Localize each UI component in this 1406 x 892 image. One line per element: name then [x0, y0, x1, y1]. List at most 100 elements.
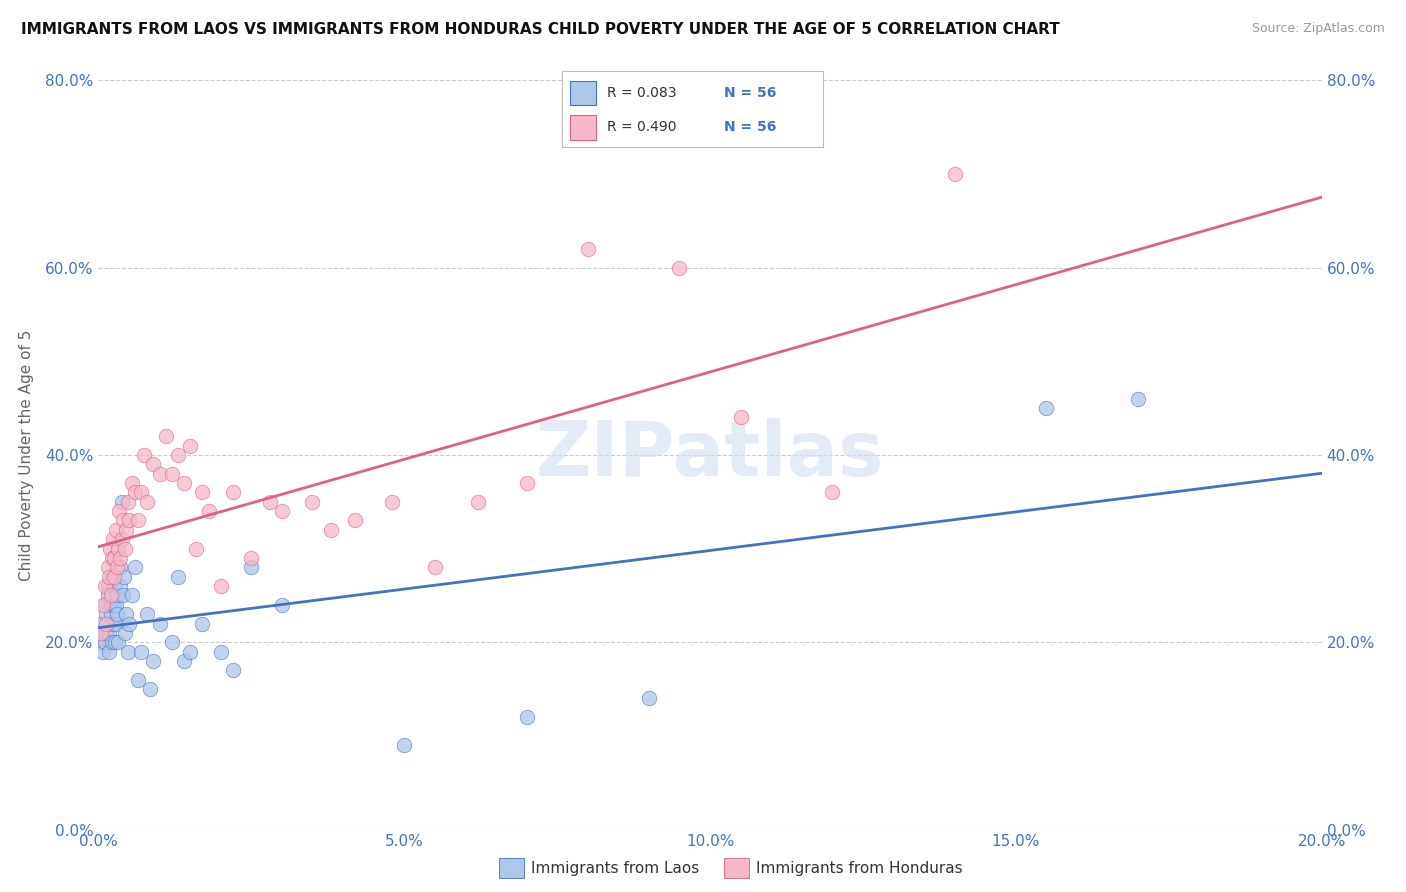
Point [104, 523, 127, 537]
Point [108, 504, 131, 518]
Point [107, 541, 129, 556]
Text: Immigrants from Laos: Immigrants from Laos [531, 862, 700, 876]
Point [668, 260, 690, 275]
Point [97, 579, 120, 593]
Text: N = 56: N = 56 [724, 87, 776, 100]
Point [91, 644, 114, 658]
Point [167, 448, 190, 462]
Point [423, 560, 446, 574]
Point [129, 644, 152, 658]
Point [100, 589, 122, 603]
Text: R = 0.490: R = 0.490 [606, 120, 676, 135]
Point [103, 551, 125, 566]
FancyBboxPatch shape [571, 115, 596, 140]
Point [381, 494, 404, 508]
Point [160, 467, 183, 481]
Point [100, 607, 122, 621]
Point [104, 635, 127, 649]
Point [139, 682, 162, 697]
Point [142, 654, 165, 668]
Point [392, 739, 416, 753]
Point [160, 635, 183, 649]
Point [191, 485, 214, 500]
Point [127, 673, 149, 687]
Point [179, 644, 201, 658]
Point [121, 589, 143, 603]
Point [222, 664, 245, 678]
Text: Immigrants from Honduras: Immigrants from Honduras [756, 862, 963, 876]
Point [96, 607, 118, 621]
Text: R = 0.083: R = 0.083 [606, 87, 676, 100]
Point [103, 570, 125, 584]
Point [129, 485, 152, 500]
Point [155, 429, 177, 443]
Point [240, 560, 263, 574]
Point [118, 616, 141, 631]
Point [149, 467, 172, 481]
Point [167, 570, 190, 584]
Point [101, 570, 124, 584]
Point [576, 242, 599, 256]
Point [110, 560, 132, 574]
Point [467, 494, 489, 508]
Point [115, 607, 138, 621]
Point [121, 476, 143, 491]
Point [136, 494, 159, 508]
Point [98, 644, 121, 658]
Point [1035, 401, 1057, 416]
Point [97, 560, 120, 574]
Point [943, 167, 966, 181]
Point [98, 626, 121, 640]
Text: IMMIGRANTS FROM LAOS VS IMMIGRANTS FROM HONDURAS CHILD POVERTY UNDER THE AGE OF : IMMIGRANTS FROM LAOS VS IMMIGRANTS FROM … [21, 22, 1060, 37]
Point [114, 626, 136, 640]
Point [197, 504, 219, 518]
Point [117, 494, 139, 508]
Text: N = 56: N = 56 [724, 120, 776, 135]
Point [179, 439, 201, 453]
Point [319, 523, 342, 537]
Point [134, 448, 156, 462]
Point [97, 589, 120, 603]
Point [107, 635, 129, 649]
Point [93, 635, 115, 649]
Point [93, 598, 115, 612]
Point [730, 410, 752, 425]
FancyBboxPatch shape [571, 81, 596, 105]
Point [90, 626, 112, 640]
Point [111, 589, 134, 603]
Point [173, 654, 195, 668]
Point [301, 494, 323, 508]
Point [136, 607, 159, 621]
Point [173, 476, 195, 491]
Point [101, 532, 124, 546]
Point [516, 476, 538, 491]
Point [94, 616, 117, 631]
Point [124, 560, 146, 574]
Point [112, 570, 135, 584]
Point [117, 644, 139, 658]
Point [105, 607, 128, 621]
Point [108, 579, 131, 593]
Point [637, 691, 661, 706]
Point [1128, 392, 1150, 406]
Point [101, 589, 124, 603]
Point [209, 579, 232, 593]
Point [110, 551, 132, 566]
Point [101, 616, 124, 631]
Point [344, 514, 367, 528]
Point [191, 616, 214, 631]
Point [91, 598, 114, 612]
Point [127, 514, 149, 528]
Y-axis label: Child Poverty Under the Age of 5: Child Poverty Under the Age of 5 [18, 329, 34, 581]
Point [104, 616, 127, 631]
Point [142, 457, 165, 471]
Point [516, 710, 538, 724]
Point [270, 598, 292, 612]
Point [149, 616, 172, 631]
Text: Source: ZipAtlas.com: Source: ZipAtlas.com [1251, 22, 1385, 36]
Text: ZIPatlas: ZIPatlas [536, 418, 884, 491]
Point [240, 551, 263, 566]
Point [111, 514, 134, 528]
Point [105, 560, 128, 574]
Point [103, 579, 125, 593]
